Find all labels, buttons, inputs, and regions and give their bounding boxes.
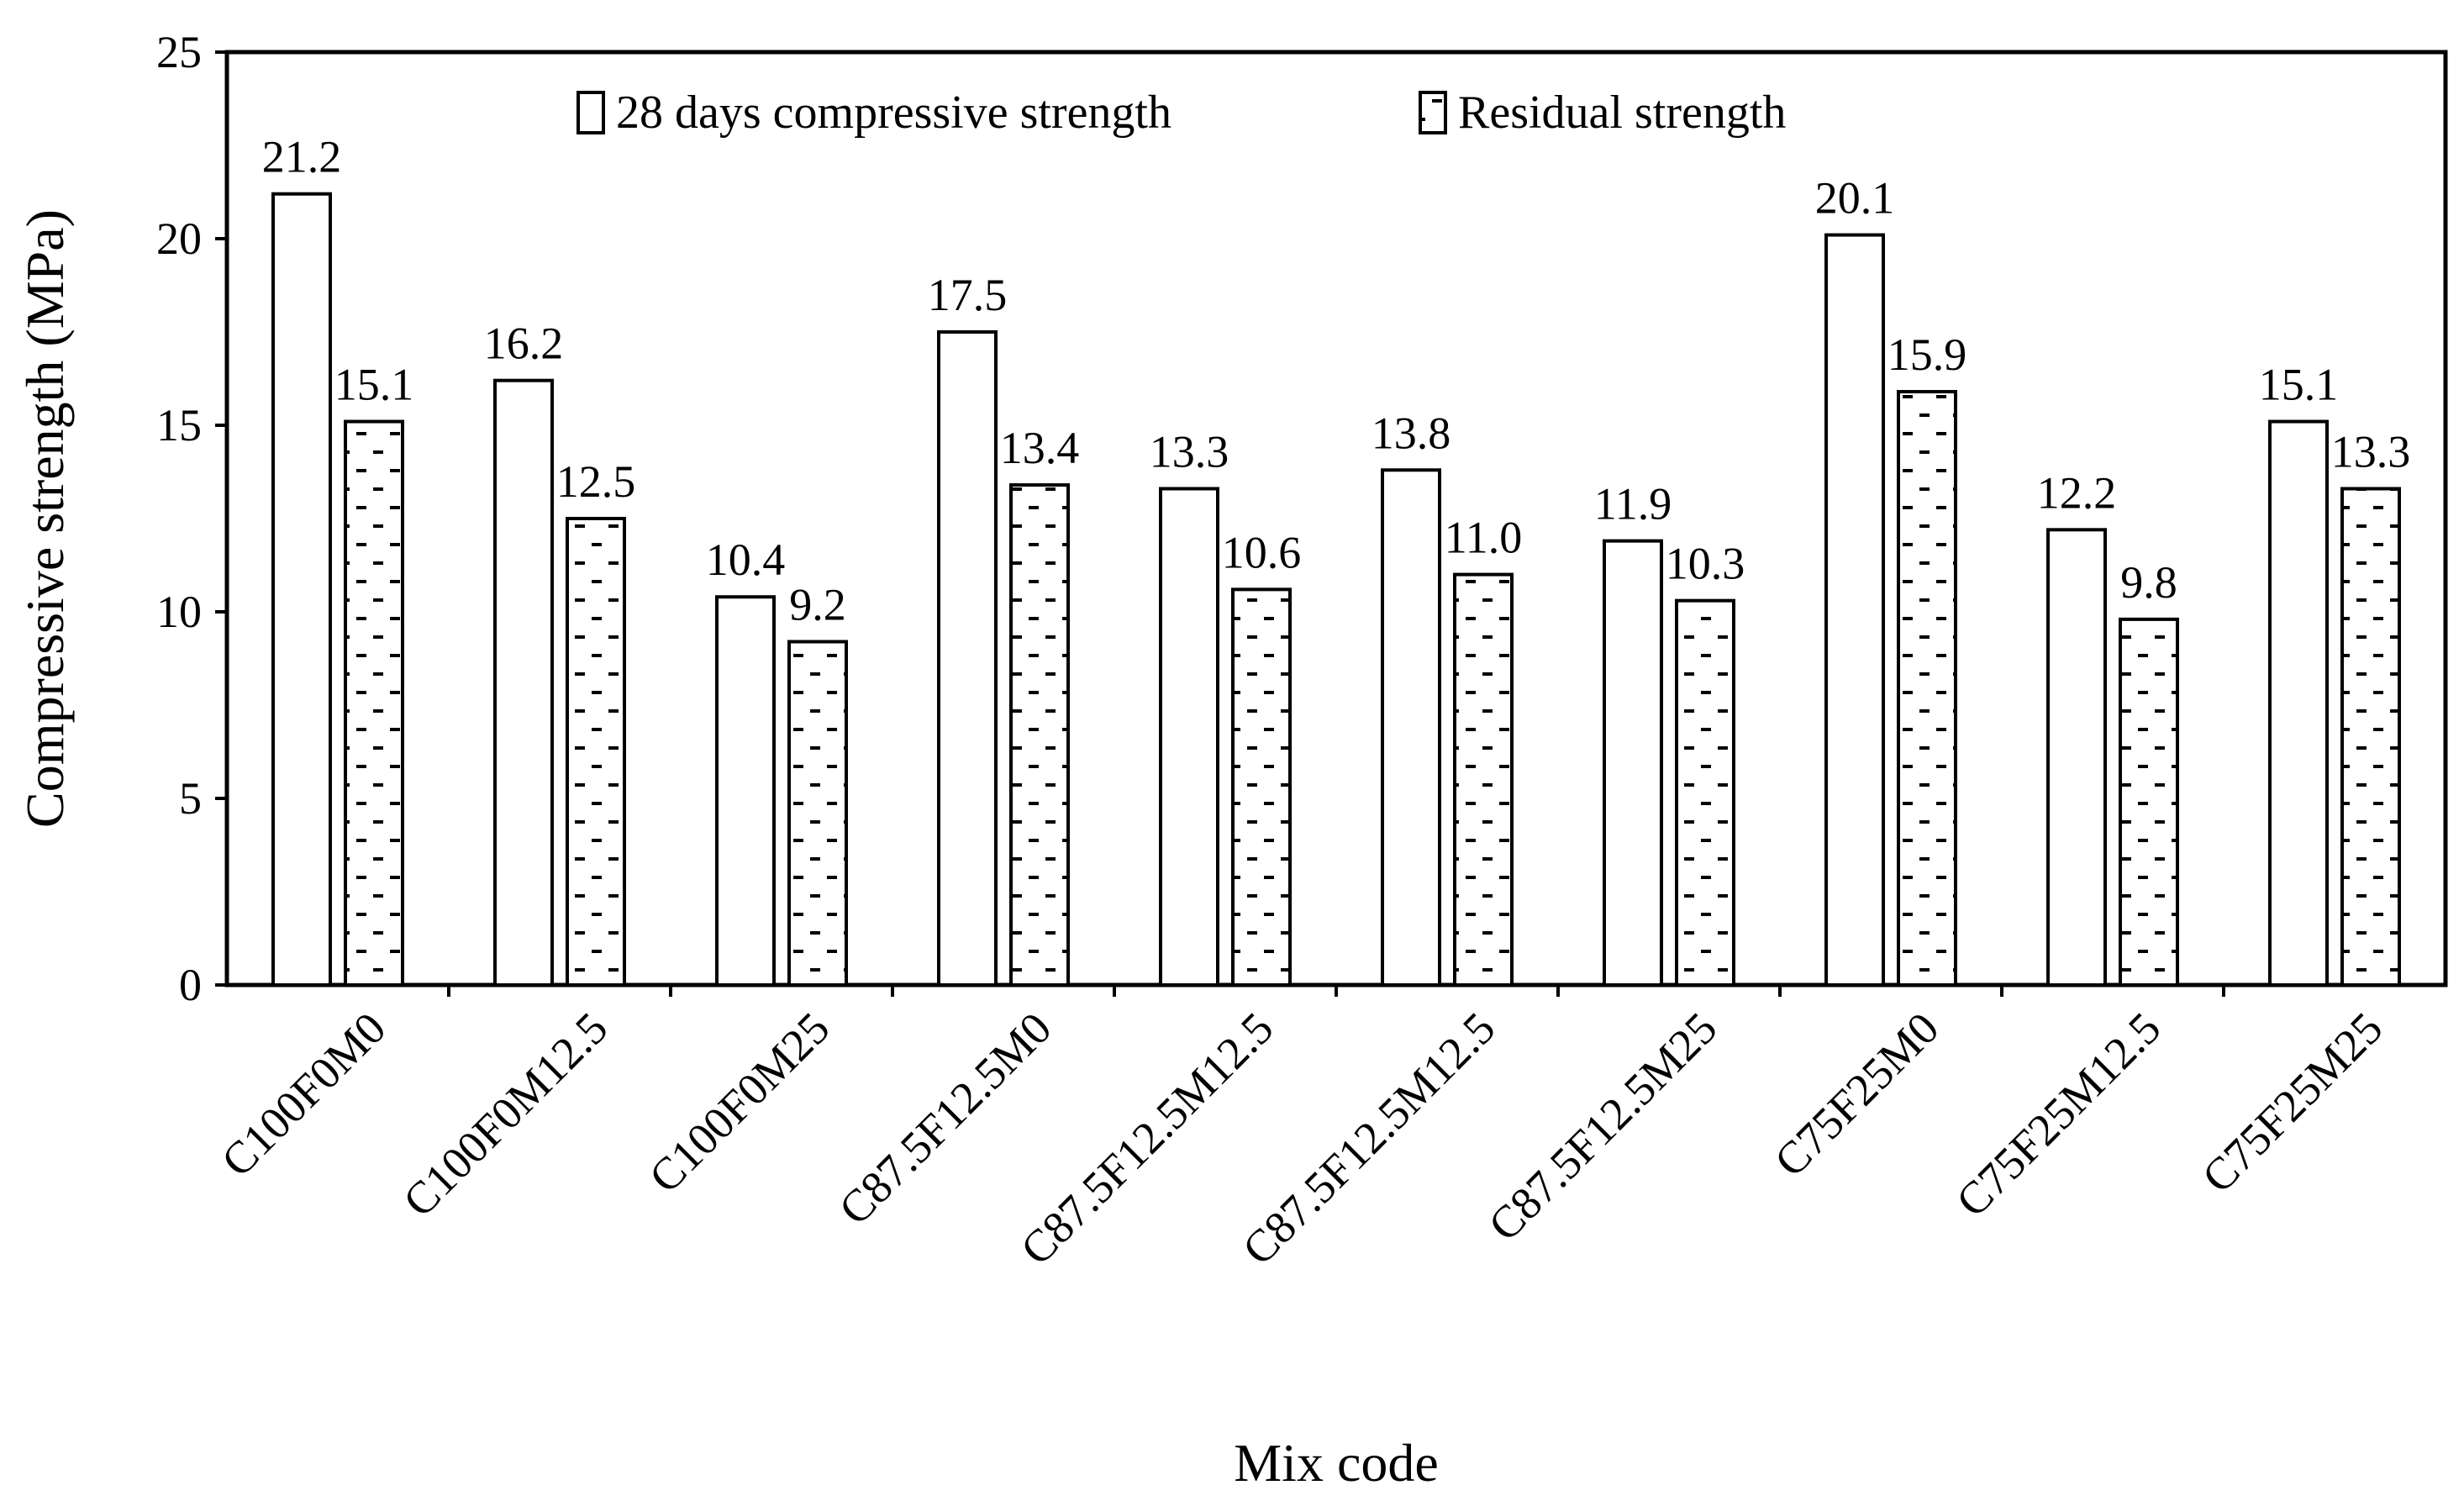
data-label-compressive: 13.8 [1372, 408, 1451, 458]
bar-compressive-strength [1381, 468, 1441, 987]
x-tick-label: C87.5F12.5M25 [1479, 1003, 1727, 1251]
legend-swatch-residual [1419, 91, 1447, 134]
y-axis: 0 5 10 15 20 25 [156, 27, 227, 1010]
legend-label-compressive: 28 days compressive strength [616, 87, 1171, 139]
x-tick-label: C75F25M0 [1765, 1003, 1949, 1187]
x-tick-label: C75F25M12.5 [1946, 1003, 2170, 1226]
x-tick-label: C100F0M12.5 [393, 1003, 617, 1226]
data-labels-group: 21.2 15.1 16.2 12.5 10.49.2 17.5 13.4 13.3 10.6 1… [262, 132, 2411, 630]
bars-group [271, 192, 2401, 988]
bar-compressive-strength [493, 378, 554, 988]
x-axis-title: Mix code [1234, 1433, 1439, 1493]
bar-residual-strength [1009, 483, 1070, 987]
data-label-compressive: 21.2 [262, 132, 342, 182]
plot-area-frame [224, 50, 2448, 988]
y-tick-label: 5 [179, 773, 202, 824]
data-label-residual: 11.0 [1445, 513, 1523, 563]
bar-residual-strength [2340, 487, 2401, 987]
bar-compressive-strength [1159, 487, 1219, 987]
data-label-residual: 10.3 [1666, 539, 1745, 589]
bar-residual-strength [1897, 390, 1957, 988]
data-label-compressive: 20.1 [1815, 173, 1895, 224]
data-label-compressive: 11.9 [1594, 479, 1672, 529]
bar-compressive-strength [937, 330, 998, 987]
bar-compressive-strength [1824, 233, 1885, 987]
data-label-compressive: 13.3 [1150, 426, 1229, 477]
x-tick-label: C100F0M0 [212, 1003, 396, 1187]
bar-residual-strength [787, 640, 848, 988]
bar-residual-strength [1453, 572, 1514, 987]
bar-compressive-strength [271, 192, 332, 988]
x-tick-label: C75F25M25 [2193, 1003, 2393, 1203]
legend-label-residual: Residual strength [1458, 87, 1786, 139]
bar-residual-strength [1231, 587, 1292, 987]
data-label-compressive: 10.4 [706, 535, 786, 585]
y-axis-title: Compressive strength (MPa) [15, 209, 75, 828]
data-label-residual: 10.6 [1222, 527, 1302, 577]
legend: 28 days compressive strength Residual st… [577, 87, 1786, 139]
bar-compressive-strength [715, 595, 776, 987]
legend-swatch-compressive [577, 91, 605, 134]
data-label-residual: 9.2 [789, 580, 846, 630]
y-tick-label: 15 [156, 400, 202, 450]
y-tick-label: 0 [179, 960, 202, 1010]
data-label-residual: 12.5 [556, 456, 636, 507]
bar-residual-strength [344, 419, 404, 987]
bar-residual-strength [566, 517, 626, 987]
data-label-compressive: 12.2 [2037, 467, 2117, 518]
data-label-residual: 9.8 [2120, 557, 2177, 608]
x-axis [447, 985, 2225, 997]
y-tick-label: 10 [156, 587, 202, 637]
data-label-residual: 15.1 [334, 360, 414, 410]
bar-compressive-strength [2046, 528, 2107, 987]
data-label-residual: 13.3 [2331, 426, 2411, 477]
y-tick-label: 25 [156, 27, 202, 77]
data-label-residual: 13.4 [1000, 423, 1080, 473]
data-label-compressive: 15.1 [2259, 360, 2339, 410]
x-tick-label: C100F0M25 [640, 1003, 840, 1203]
bar-compressive-strength [1603, 539, 1663, 987]
data-label-compressive: 17.5 [928, 270, 1008, 320]
bar-compressive-strength [2268, 419, 2329, 987]
bar-residual-strength [1675, 598, 1735, 987]
y-tick-label: 20 [156, 213, 202, 264]
data-label-residual: 15.9 [1887, 329, 1967, 380]
data-label-compressive: 16.2 [484, 319, 564, 369]
bar-residual-strength [2119, 617, 2179, 987]
x-tick-label: C87.5F12.5M0 [829, 1003, 1061, 1235]
